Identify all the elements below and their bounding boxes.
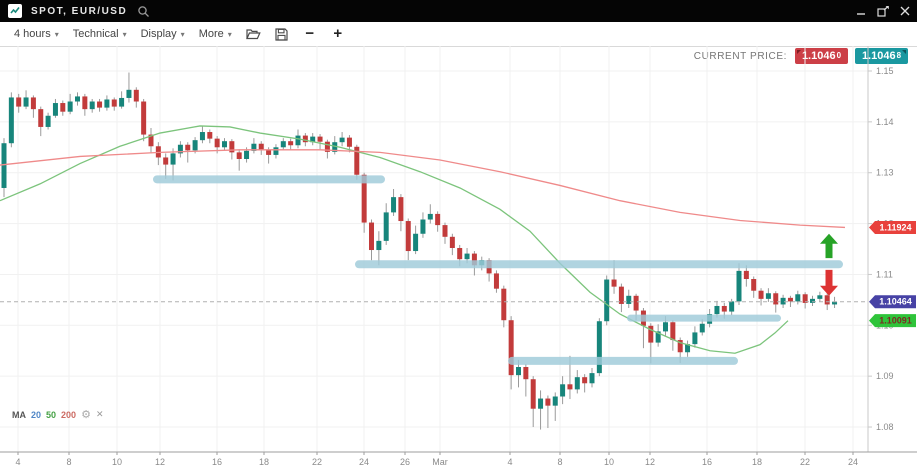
close-icon[interactable] — [899, 5, 911, 17]
timeframe-label: 4 hours — [14, 28, 51, 40]
indicator-remove-icon[interactable]: ✕ — [95, 409, 104, 419]
ma50-line — [0, 125, 789, 354]
ma-period-200: 200 — [61, 409, 77, 420]
svg-text:1.11: 1.11 — [876, 269, 893, 279]
more-dropdown[interactable]: More ▾ — [199, 28, 232, 40]
ask-pip: 8 — [896, 50, 902, 60]
svg-text:4: 4 — [507, 457, 512, 466]
open-file-icon[interactable] — [246, 26, 262, 42]
display-dropdown[interactable]: Display ▾ — [141, 28, 185, 40]
svg-text:24: 24 — [848, 457, 858, 466]
svg-text:8: 8 — [557, 457, 562, 466]
zoom-in-icon[interactable]: + — [333, 25, 343, 42]
up-arrow-annotation — [820, 233, 838, 259]
svg-text:18: 18 — [259, 457, 269, 466]
technical-dropdown[interactable]: Technical ▾ — [73, 28, 127, 40]
price-chart-canvas[interactable]: 1.151.141.131.121.111.101.091.0848101216… — [0, 46, 917, 466]
restore-icon[interactable] — [877, 5, 889, 17]
svg-text:16: 16 — [702, 457, 712, 466]
symbol-title: SPOT, EUR/USD — [31, 5, 128, 17]
svg-text:1.14: 1.14 — [876, 117, 894, 127]
svg-text:10: 10 — [604, 457, 614, 466]
ma-indicator-legend: MA 20 50 200 ⚙ ✕ — [12, 408, 103, 421]
price-tag — [869, 295, 916, 309]
moving-averages — [0, 125, 846, 354]
svg-text:12: 12 — [155, 457, 165, 466]
app-logo-icon — [8, 4, 22, 18]
zone-band — [153, 175, 385, 184]
ma200-line — [0, 149, 846, 229]
svg-text:22: 22 — [800, 457, 810, 466]
technical-label: Technical — [72, 28, 119, 40]
ma-period-20: 20 — [31, 409, 42, 420]
svg-text:1.15: 1.15 — [876, 66, 894, 76]
chevron-down-icon: ▾ — [180, 29, 185, 39]
down-arrow-annotation — [820, 269, 838, 296]
bid-pip: 0 — [836, 50, 842, 60]
ma-legend-label: MA — [12, 409, 26, 420]
svg-text:Mar: Mar — [432, 457, 448, 466]
chevron-down-icon: ▾ — [122, 29, 127, 39]
svg-text:18: 18 — [752, 457, 762, 466]
search-icon[interactable] — [137, 5, 150, 18]
chevron-down-icon: ▾ — [227, 29, 232, 39]
zoom-out-icon[interactable]: − — [305, 25, 315, 42]
minimize-icon[interactable] — [855, 5, 867, 17]
chevron-down-icon: ▾ — [54, 29, 59, 39]
direction-arrows — [820, 233, 838, 296]
price-tag — [869, 220, 916, 234]
title-bar: SPOT, EUR/USD — [0, 0, 917, 22]
window-controls — [855, 0, 911, 22]
svg-text:26: 26 — [400, 457, 410, 466]
bid-tick-notch — [797, 50, 801, 54]
bid-price-badge: 1.1046 0 — [795, 48, 848, 64]
svg-text:1.09: 1.09 — [876, 371, 894, 381]
support-resistance-zones — [153, 175, 843, 365]
svg-text:10: 10 — [112, 457, 122, 466]
ask-tick-notch — [902, 50, 906, 54]
chart-gridlines — [0, 46, 868, 452]
ask-value: 1.1046 — [861, 50, 896, 62]
svg-text:1.11924: 1.11924 — [879, 222, 911, 232]
price-axis-tags: 1.11924 1.10464 1.10091 — [869, 220, 916, 328]
zone-band — [508, 356, 738, 365]
svg-text:1.08: 1.08 — [876, 422, 894, 432]
svg-text:1.10464: 1.10464 — [879, 297, 912, 307]
svg-text:8: 8 — [66, 457, 71, 466]
save-icon[interactable] — [274, 26, 290, 42]
svg-text:16: 16 — [212, 457, 222, 466]
svg-text:1.10091: 1.10091 — [879, 316, 912, 326]
price-tag — [869, 314, 916, 328]
svg-text:12: 12 — [645, 457, 655, 466]
ma-period-50: 50 — [46, 409, 57, 420]
candles — [1, 72, 838, 430]
display-label: Display — [140, 28, 177, 40]
chart-toolbar: 4 hours ▾ Technical ▾ Display ▾ More ▾ — [0, 22, 917, 64]
svg-text:24: 24 — [359, 457, 369, 466]
timeframe-dropdown[interactable]: 4 hours ▾ — [14, 28, 59, 40]
zone-band — [627, 314, 781, 322]
bid-value: 1.1046 — [801, 50, 836, 62]
svg-text:22: 22 — [312, 457, 322, 466]
svg-text:4: 4 — [15, 457, 20, 466]
zone-band — [355, 260, 843, 269]
candlestick-chart[interactable]: 1.151.141.131.121.111.101.091.0848101216… — [0, 46, 917, 466]
svg-text:1.13: 1.13 — [876, 168, 894, 178]
current-price-label: CURRENT PRICE: — [693, 50, 787, 62]
more-label: More — [198, 28, 224, 40]
indicator-settings-gear-icon[interactable]: ⚙ — [81, 409, 91, 421]
